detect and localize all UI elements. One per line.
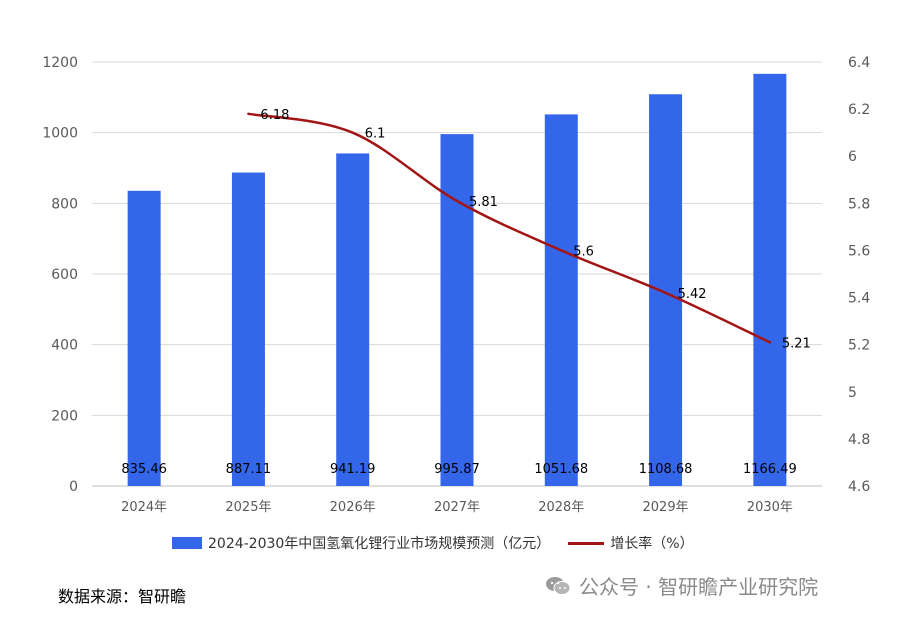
source-note: 数据来源：智研瞻 xyxy=(58,587,187,606)
legend: 2024-2030年中国氢氧化锂行业市场规模预测（亿元） 增长率（%） xyxy=(172,533,694,553)
bar-data-labels: 835.46 887.11 941.19 995.87 1051.68 1108.68 11… xyxy=(121,462,796,477)
watermark: 公众号 · 智研瞻产业研究院 xyxy=(545,571,818,600)
line-data-label: 6.1 xyxy=(365,127,386,142)
x-tick-label: 2029年 xyxy=(643,500,689,515)
right-tick-label: 6 xyxy=(848,149,857,165)
x-tick-label: 2024年 xyxy=(121,500,167,515)
bar xyxy=(127,190,161,486)
right-tick-label: 5.8 xyxy=(848,196,870,212)
right-tick-label: 5 xyxy=(848,385,857,401)
watermark-text: 公众号 · 智研瞻产业研究院 xyxy=(579,575,819,599)
legend-line-label: 增长率（%） xyxy=(610,536,694,552)
bar-data-label: 941.19 xyxy=(330,462,376,477)
left-axis-ticks: 0 200 400 600 800 1000 1200 xyxy=(42,55,78,495)
right-tick-label: 4.6 xyxy=(848,479,870,495)
left-tick-label: 1000 xyxy=(42,126,78,142)
bar-data-label: 835.46 xyxy=(121,462,167,477)
x-tick-label: 2027年 xyxy=(434,500,480,515)
bar-data-label: 1166.49 xyxy=(743,462,797,477)
bar-data-label: 995.87 xyxy=(434,462,480,477)
left-tick-label: 1200 xyxy=(42,55,78,71)
bar-data-label: 1108.68 xyxy=(639,462,693,477)
right-tick-label: 6.4 xyxy=(848,55,870,71)
bar xyxy=(544,114,578,486)
left-tick-label: 0 xyxy=(69,479,78,495)
legend-bar-label: 2024-2030年中国氢氧化锂行业市场规模预测（亿元） xyxy=(208,536,551,552)
x-tick-label: 2026年 xyxy=(330,500,376,515)
right-tick-label: 5.6 xyxy=(848,243,870,259)
line-data-label: 5.42 xyxy=(678,287,707,302)
line-data-label: 6.18 xyxy=(260,108,289,123)
x-tick-label: 2028年 xyxy=(538,500,584,515)
line-series xyxy=(247,112,772,344)
x-tick-label: 2030年 xyxy=(747,500,793,515)
left-tick-label: 200 xyxy=(51,408,78,424)
line-data-label: 5.6 xyxy=(573,244,594,259)
bar xyxy=(336,153,370,486)
right-tick-label: 6.2 xyxy=(848,102,870,118)
x-tick-label: 2025年 xyxy=(225,500,271,515)
left-tick-label: 600 xyxy=(51,267,78,283)
bar xyxy=(649,94,683,486)
line-data-label: 5.21 xyxy=(782,336,811,351)
wechat-icon xyxy=(546,576,571,595)
left-tick-label: 400 xyxy=(51,338,78,354)
bar-data-label: 887.11 xyxy=(226,462,272,477)
line-data-label: 5.81 xyxy=(469,195,498,210)
bar-series xyxy=(127,73,787,487)
legend-bar-swatch xyxy=(172,537,202,549)
right-axis-ticks: 4.6 4.8 5 5.2 5.4 5.6 5.8 6 6.2 6.4 xyxy=(848,55,870,495)
legend-line-swatch xyxy=(568,541,605,545)
right-tick-label: 5.2 xyxy=(848,338,870,354)
left-tick-label: 800 xyxy=(51,196,78,212)
right-tick-label: 5.4 xyxy=(848,291,870,307)
x-axis-labels: 2024年 2025年 2026年 2027年 2028年 2029年 2030年 xyxy=(121,500,793,515)
bar xyxy=(231,172,265,486)
bar-data-label: 1051.68 xyxy=(534,462,588,477)
right-tick-label: 4.8 xyxy=(848,432,870,448)
line-data-labels: 6.18 6.1 5.81 5.6 5.42 5.21 xyxy=(260,108,810,351)
growth-rate-line xyxy=(247,112,772,344)
bar xyxy=(753,73,787,486)
bar xyxy=(440,134,474,487)
